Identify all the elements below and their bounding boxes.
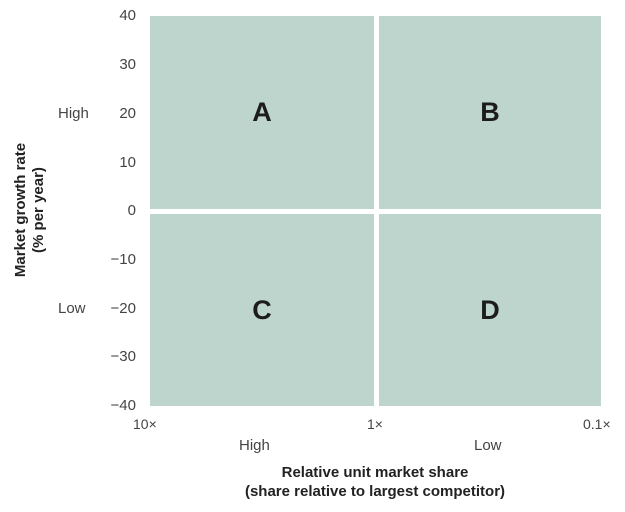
y-tick-label: −20 — [110, 300, 136, 317]
quadrant-a-letter: A — [252, 97, 272, 127]
x-level-low: Low — [474, 437, 502, 454]
y-tick-label: 30 — [119, 56, 136, 73]
y-tick-label: 0 — [127, 202, 136, 219]
y-level-high: High — [58, 105, 89, 122]
x-axis-title: Relative unit market share (share relati… — [150, 463, 600, 501]
quadrant-b: B — [379, 16, 601, 209]
x-tick-label: 0.1× — [583, 416, 611, 432]
y-tick-label: 40 — [119, 7, 136, 24]
y-tick-label: −40 — [110, 397, 136, 414]
x-level-high: High — [239, 437, 270, 454]
y-tick-label: −10 — [110, 251, 136, 268]
x-tick-label: 10× — [133, 416, 157, 432]
quadrant-d: D — [379, 214, 601, 406]
y-tick-label: 20 — [119, 105, 136, 122]
y-axis-title-line2: (% per year) — [30, 167, 47, 253]
quadrant-c-letter: C — [252, 294, 272, 325]
y-tick-label: −30 — [110, 348, 136, 365]
x-tick-label: 1× — [367, 416, 383, 432]
quadrant-d-letter: D — [480, 294, 500, 325]
quadrant-a: A — [150, 16, 374, 209]
quadrant-b-letter: B — [480, 97, 500, 127]
quadrant-c: C — [150, 214, 374, 406]
y-level-low: Low — [58, 300, 86, 317]
x-axis-title-line1: Relative unit market share — [281, 464, 469, 481]
y-axis-title-line1: Market growth rate — [12, 142, 29, 278]
y-tick-label: 10 — [119, 154, 136, 171]
x-axis-title-line2: (share relative to largest competitor) — [244, 483, 506, 500]
